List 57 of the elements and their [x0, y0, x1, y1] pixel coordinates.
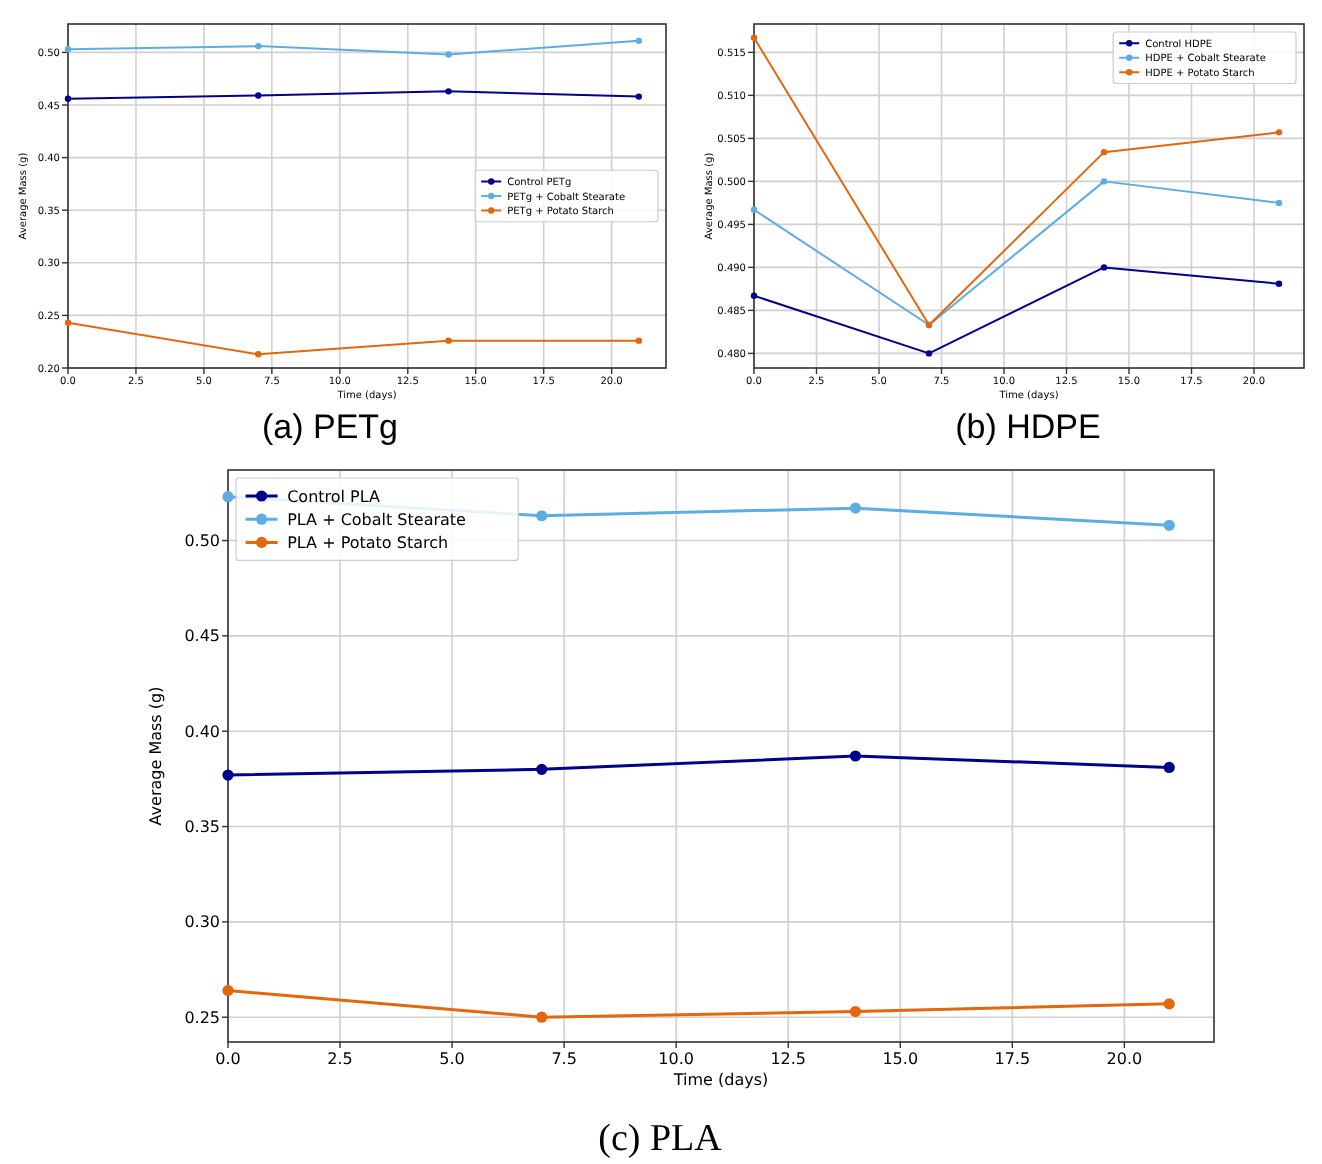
x-tick-label: 20.0 — [1106, 1050, 1143, 1068]
point — [750, 206, 758, 213]
x-tick-label: 12.5 — [770, 1050, 807, 1068]
point — [536, 1011, 548, 1023]
x-tick-label: 10.0 — [658, 1050, 694, 1068]
y-tick-label: 0.30 — [184, 913, 220, 932]
point — [64, 95, 72, 102]
text: (c) PLA — [598, 1118, 723, 1160]
point — [222, 491, 234, 503]
legend-label: Control PLA — [287, 487, 382, 506]
text: (a) PETg — [261, 408, 399, 446]
y-tick-label: 0.35 — [184, 818, 220, 837]
x-tick-label: 2.5 — [327, 1050, 353, 1068]
point — [1100, 148, 1108, 156]
point — [255, 92, 262, 99]
point — [1275, 199, 1283, 207]
point — [635, 37, 643, 45]
point — [849, 1005, 862, 1018]
y-axis-title: Average Mass (g) — [146, 686, 165, 826]
legend-label: PLA + Potato Starch — [287, 534, 449, 552]
point — [222, 769, 234, 781]
x-tick-label: 5.0 — [439, 1050, 465, 1068]
x-tick-label: 17.5 — [994, 1050, 1031, 1068]
point — [750, 34, 758, 41]
x-tick-label: 0.0 — [215, 1050, 241, 1068]
point — [1163, 998, 1175, 1010]
point — [255, 351, 262, 358]
point — [635, 337, 643, 344]
point — [750, 292, 758, 299]
point — [925, 350, 933, 357]
point — [445, 337, 452, 344]
point — [1100, 178, 1108, 185]
x-axis-title: Time (days) — [671, 1071, 769, 1090]
text: (b) HDPE — [955, 408, 1101, 446]
point — [1163, 519, 1175, 531]
point — [255, 42, 262, 50]
point — [64, 319, 72, 326]
point — [445, 51, 452, 58]
x-tick-label: 15.0 — [882, 1050, 919, 1068]
point — [536, 510, 548, 522]
point — [1275, 129, 1283, 136]
y-tick-label: 0.50 — [184, 532, 220, 551]
y-tick-label: 0.25 — [184, 1008, 220, 1027]
point — [445, 88, 452, 95]
point — [64, 46, 72, 53]
point — [1275, 280, 1283, 287]
legend-label: PLA + Cobalt Stearate — [287, 510, 467, 529]
point — [635, 93, 643, 100]
point — [849, 750, 862, 762]
point — [222, 984, 234, 997]
point — [1100, 264, 1108, 271]
point — [849, 502, 862, 514]
point — [1163, 761, 1175, 774]
y-tick-label: 0.45 — [184, 627, 220, 646]
point — [536, 763, 548, 775]
x-tick-label: 7.5 — [551, 1050, 577, 1068]
y-tick-label: 0.40 — [184, 722, 220, 741]
